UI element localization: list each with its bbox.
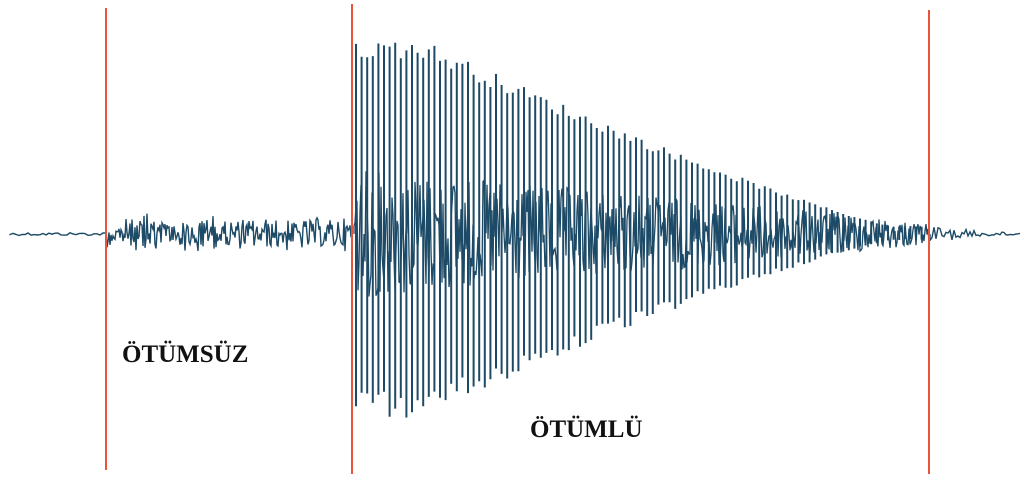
waveform — [9, 42, 1021, 418]
voiceless-label: ÖTÜMSÜZ — [122, 341, 248, 368]
voiced-label: ÖTÜMLÜ — [530, 416, 643, 443]
segment-boundaries — [105, 4, 930, 474]
voiceless-waveform — [9, 213, 353, 252]
trail-waveform — [929, 226, 1021, 243]
